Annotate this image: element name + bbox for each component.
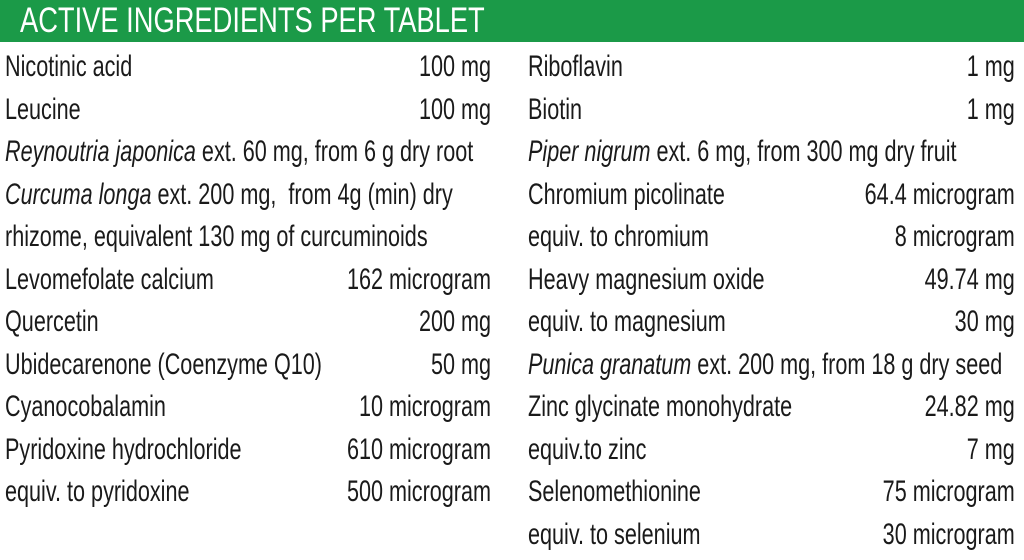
- ingredient-text: Cyanocobalamin: [5, 390, 166, 423]
- ingredient-row: Selenomethionine 75 microgram: [528, 471, 1015, 514]
- header-bar: ACTIVE INGREDIENTS PER TABLET: [0, 0, 1024, 42]
- ingredient-text: equiv. to chromium: [528, 220, 709, 253]
- ingredient-text: ext. 6 mg, from 300 mg dry fruit: [650, 135, 957, 168]
- ingredient-name: Biotin: [528, 89, 582, 132]
- ingredient-text: equiv. to magnesium: [528, 305, 726, 338]
- ingredient-amount: 610 microgram: [346, 432, 492, 466]
- botanical-name: Punica granatum: [528, 347, 692, 381]
- botanical-name: Reynoutria japonica: [5, 135, 196, 168]
- ingredient-text: Nicotinic acid: [5, 50, 133, 83]
- ingredient-text: ext. 200 mg, from 4g (min) dry: [151, 177, 453, 211]
- ingredient-amount: 500 microgram: [346, 475, 492, 508]
- ingredient-text: Zinc glycinate monohydrate: [528, 390, 793, 423]
- ingredient-row: Nicotinic acid 100 mg: [5, 46, 491, 89]
- ingredient-name: equiv. to magnesium: [528, 301, 726, 344]
- ingredient-text: Heavy magnesium oxide: [528, 262, 765, 296]
- ingredient-amount: 75 microgram: [882, 475, 1015, 508]
- ingredient-text: rhizome, equivalent 130 mg of curcuminoi…: [5, 220, 428, 253]
- ingredient-name: Pyridoxine hydrochloride: [5, 429, 242, 472]
- ingredient-row: Biotin 1 mg: [528, 89, 1015, 132]
- ingredient-name: Heavy magnesium oxide: [528, 259, 765, 302]
- ingredient-name: rhizome, equivalent 130 mg of curcuminoi…: [5, 216, 428, 259]
- ingredient-name: equiv.to zinc: [528, 429, 646, 472]
- ingredient-row: Punica granatum ext. 200 mg, from 18 g d…: [528, 344, 1015, 387]
- header-title: ACTIVE INGREDIENTS PER TABLET: [20, 1, 485, 40]
- ingredient-amount: 8 microgram: [894, 220, 1015, 253]
- ingredient-row: Quercetin 200 mg: [5, 301, 491, 344]
- ingredient-row: equiv. to selenium 30 microgram: [528, 514, 1015, 557]
- ingredient-name: Leucine: [5, 89, 81, 132]
- ingredient-text: equiv. to selenium: [528, 517, 701, 551]
- ingredient-row: equiv.to zinc 7 mg: [528, 429, 1015, 472]
- ingredient-row: equiv. to pyridoxine 500 microgram: [5, 471, 491, 514]
- botanical-name: Piper nigrum: [528, 135, 651, 168]
- ingredient-text: Levomefolate calcium: [5, 262, 214, 296]
- botanical-name: Curcuma longa: [5, 177, 152, 211]
- ingredient-amount: 30 microgram: [882, 517, 1015, 551]
- ingredient-text: Selenomethionine: [528, 475, 701, 508]
- ingredient-amount: 100 mg: [418, 50, 492, 83]
- ingredient-amount: 7 mg: [966, 432, 1015, 466]
- ingredient-row: Piper nigrum ext. 6 mg, from 300 mg dry …: [528, 131, 1015, 174]
- ingredient-amount: 64.4 microgram: [864, 177, 1015, 211]
- ingredient-amount: 49.74 mg: [924, 262, 1015, 296]
- ingredient-row: Levomefolate calcium 162 microgram: [5, 259, 491, 302]
- right-ingredient-column: Riboflavin 1 mg Biotin 1 mg Piper nigrum ext…: [528, 46, 1015, 556]
- ingredient-row: Leucine 100 mg: [5, 89, 491, 132]
- ingredient-name: Punica granatum ext. 200 mg, from 18 g d…: [528, 344, 1002, 387]
- ingredient-text: Quercetin: [5, 305, 99, 338]
- ingredient-row: Chromium picolinate 64.4 microgram: [528, 174, 1015, 217]
- ingredient-text: Leucine: [5, 92, 81, 126]
- ingredient-row: Riboflavin 1 mg: [528, 46, 1015, 89]
- ingredient-name: Reynoutria japonica ext. 60 mg, from 6 g…: [5, 131, 473, 174]
- ingredient-name: Riboflavin: [528, 46, 623, 89]
- ingredient-row: equiv. to chromium 8 microgram: [528, 216, 1015, 259]
- ingredient-row: Pyridoxine hydrochloride 610 microgram: [5, 429, 491, 472]
- ingredient-name: Chromium picolinate: [528, 174, 725, 217]
- ingredient-amount: 1 mg: [966, 50, 1015, 83]
- ingredient-name: Cyanocobalamin: [5, 386, 166, 429]
- ingredient-name: Nicotinic acid: [5, 46, 132, 89]
- ingredient-text: Ubidecarenone (Coenzyme Q10): [5, 347, 322, 381]
- ingredient-row: Zinc glycinate monohydrate 24.82 mg: [528, 386, 1015, 429]
- ingredient-amount: 24.82 mg: [924, 390, 1015, 423]
- ingredient-row: Ubidecarenone (Coenzyme Q10) 50 mg: [5, 344, 491, 387]
- ingredient-name: equiv. to selenium: [528, 514, 700, 557]
- ingredient-name: equiv. to chromium: [528, 216, 709, 259]
- ingredient-amount: 200 mg: [418, 305, 492, 338]
- ingredient-name: Curcuma longa ext. 200 mg, from 4g (min)…: [5, 174, 453, 217]
- ingredient-text: equiv. to pyridoxine: [5, 475, 190, 508]
- ingredient-name: equiv. to pyridoxine: [5, 471, 190, 514]
- ingredient-name: Selenomethionine: [528, 471, 701, 514]
- ingredient-amount: 1 mg: [966, 92, 1015, 126]
- ingredient-name: Levomefolate calcium: [5, 259, 214, 302]
- ingredient-text: Pyridoxine hydrochloride: [5, 432, 242, 466]
- ingredient-name: Quercetin: [5, 301, 99, 344]
- ingredient-amount: 30 mg: [954, 305, 1015, 338]
- left-ingredient-column: Nicotinic acid 100 mg Leucine 100 mg Reynout…: [5, 46, 491, 514]
- ingredient-row: rhizome, equivalent 130 mg of curcuminoi…: [5, 216, 491, 259]
- ingredient-row: Cyanocobalamin 10 microgram: [5, 386, 491, 429]
- ingredient-text: equiv.to zinc: [528, 432, 647, 466]
- ingredient-text: Biotin: [528, 92, 583, 126]
- ingredient-name: Ubidecarenone (Coenzyme Q10): [5, 344, 322, 387]
- ingredient-amount: 162 microgram: [346, 262, 492, 296]
- ingredient-amount: 100 mg: [418, 92, 492, 126]
- ingredient-text: Chromium picolinate: [528, 177, 725, 211]
- ingredient-row: equiv. to magnesium 30 mg: [528, 301, 1015, 344]
- ingredient-row: Reynoutria japonica ext. 60 mg, from 6 g…: [5, 131, 491, 174]
- ingredient-amount: 10 microgram: [358, 390, 492, 423]
- ingredient-text: ext. 60 mg, from 6 g dry root: [195, 135, 474, 168]
- ingredient-row: Curcuma longa ext. 200 mg, from 4g (min)…: [5, 174, 491, 217]
- ingredient-text: Riboflavin: [528, 50, 623, 83]
- ingredient-name: Piper nigrum ext. 6 mg, from 300 mg dry …: [528, 131, 957, 174]
- ingredient-amount: 50 mg: [430, 347, 492, 381]
- ingredient-row: Heavy magnesium oxide 49.74 mg: [528, 259, 1015, 302]
- ingredient-name: Zinc glycinate monohydrate: [528, 386, 792, 429]
- ingredient-text: ext. 200 mg, from 18 g dry seed: [691, 347, 1003, 381]
